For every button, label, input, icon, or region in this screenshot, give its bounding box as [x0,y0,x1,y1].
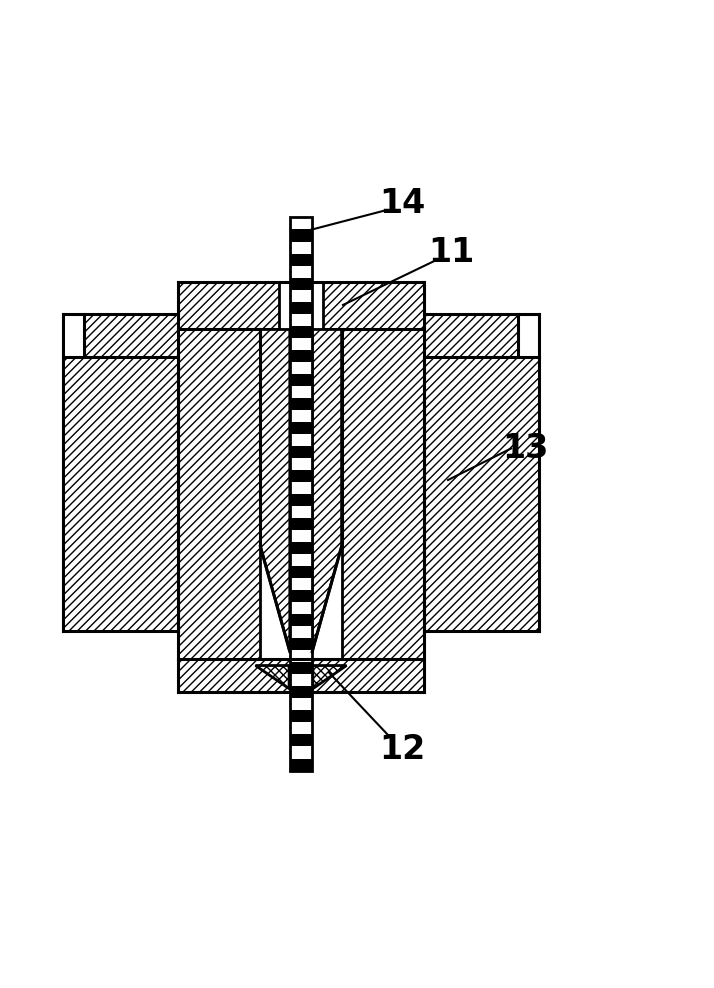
Text: 12: 12 [379,733,426,766]
Bar [290,638,312,650]
Bar [290,566,312,578]
Bar [178,329,261,659]
Bar [290,217,312,771]
Text: 11: 11 [428,236,475,269]
Bar [290,217,312,771]
Bar [290,301,312,313]
Bar [290,687,312,699]
Bar [423,314,518,358]
Bar [290,254,312,266]
Bar [290,470,312,482]
Bar [290,662,312,675]
Bar [290,373,312,385]
Bar [290,494,312,506]
Text: 13: 13 [502,432,548,465]
Polygon shape [261,329,290,651]
Bar [84,314,178,358]
Bar [290,518,312,531]
Text: 14: 14 [379,187,426,220]
Bar [290,759,312,771]
Polygon shape [313,666,346,689]
Bar [63,358,178,630]
Bar [290,590,312,603]
Bar [290,446,312,457]
Bar [290,615,312,626]
Bar [290,326,312,338]
Bar [341,329,423,659]
Bar [423,314,518,358]
Bar [290,229,312,241]
Polygon shape [312,329,341,651]
Bar [178,282,278,329]
Bar [178,282,278,329]
Bar [290,710,312,722]
Bar [290,422,312,434]
Polygon shape [256,666,289,689]
Bar [423,358,539,630]
Bar [178,659,423,693]
Bar [178,329,261,659]
Bar [290,350,312,362]
Bar [290,398,312,410]
Bar [423,358,539,630]
Bar [63,358,178,630]
Bar [323,282,423,329]
Bar [178,659,423,693]
Bar [290,734,312,747]
Bar [341,329,423,659]
Bar [290,278,312,289]
Bar [323,282,423,329]
Bar [84,314,178,358]
Bar [290,542,312,554]
